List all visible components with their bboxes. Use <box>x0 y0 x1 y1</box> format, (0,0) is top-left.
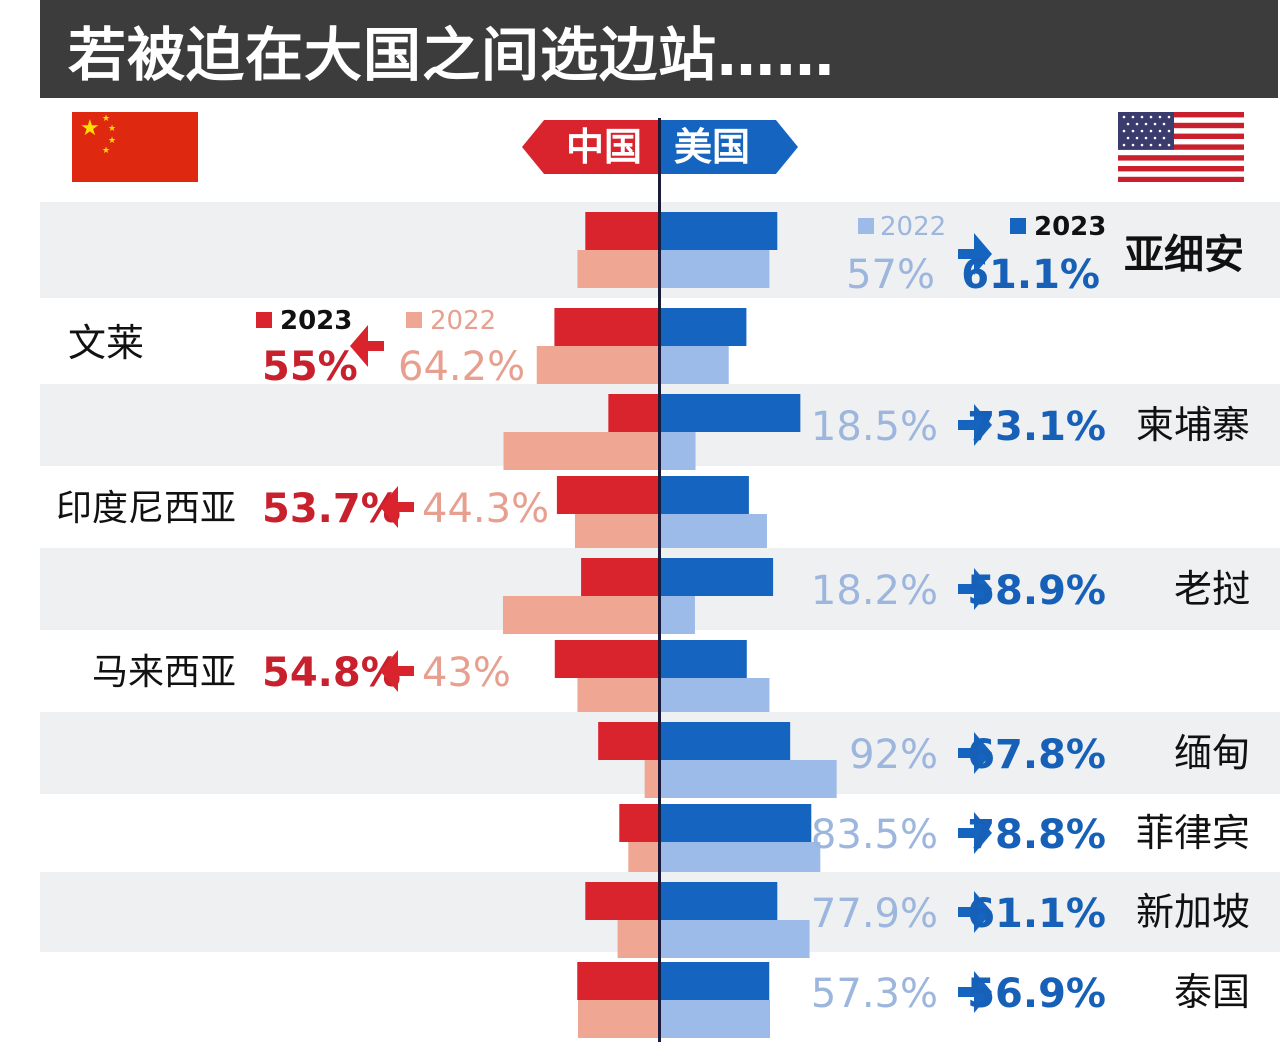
legend-label-2022: 2022 <box>880 212 946 242</box>
arrow-icon <box>380 486 414 528</box>
bar-usa-2022 <box>660 514 767 552</box>
country-label: 老挝 <box>1174 567 1250 611</box>
value-label-2022: 92% <box>849 732 938 778</box>
legend-swatch-2022 <box>858 218 874 234</box>
bar-china-2023 <box>598 722 660 760</box>
value-label-2022: 83.5% <box>811 812 938 858</box>
arrow-icon <box>350 325 384 367</box>
value-label-2022: 44.3% <box>422 486 549 532</box>
country-label: 新加坡 <box>1136 890 1250 934</box>
bar-usa-2023 <box>660 882 778 920</box>
value-label-2023: 78.8% <box>967 812 1106 858</box>
arrow-icon <box>958 732 992 774</box>
arrow-icon <box>380 650 414 692</box>
country-label: 印度尼西亚 <box>56 488 236 529</box>
country-label: 亚细安 <box>1124 232 1244 278</box>
bar-china-2023 <box>608 394 660 432</box>
legend-label-2022: 2022 <box>430 306 496 336</box>
bar-usa-2022 <box>660 250 770 288</box>
bar-china-2022 <box>578 1000 660 1038</box>
bar-china-2023 <box>554 640 660 678</box>
arrow-icon <box>958 404 992 446</box>
usa-badge-label: 美国 <box>674 125 751 169</box>
value-label-2022: 57.3% <box>811 971 938 1017</box>
usa-flag-icon <box>1118 112 1244 182</box>
country-label: 马来西亚 <box>92 652 236 693</box>
arrow-icon <box>958 812 992 854</box>
country-label: 菲律宾 <box>1136 811 1250 855</box>
bar-china-2023 <box>556 476 660 514</box>
legend-swatch-2023 <box>256 312 272 328</box>
bar-china-2022 <box>502 596 660 634</box>
legend-swatch-2023 <box>1010 218 1026 234</box>
usa-badge: 美国 <box>660 120 798 174</box>
value-label-2023: 58.9% <box>967 568 1106 614</box>
value-label-2023: 67.8% <box>967 732 1106 778</box>
bar-china-2022 <box>617 920 660 958</box>
value-label-2022: 18.2% <box>811 568 938 614</box>
bar-china-2023 <box>577 962 660 1000</box>
china-flag-icon: ★ ★ ★ ★ ★ <box>72 112 198 182</box>
bar-china-2023 <box>619 804 660 842</box>
legend-label-2023: 2023 <box>280 306 352 336</box>
legend-swatch-2022 <box>406 312 422 328</box>
bar-usa-2022 <box>660 920 810 958</box>
china-badge: 中国 <box>522 120 660 174</box>
bar-china-2022 <box>536 346 660 384</box>
bar-usa-2023 <box>660 308 747 346</box>
arrow-icon <box>958 891 992 933</box>
center-axis-line <box>658 118 661 1042</box>
bar-usa-2023 <box>660 558 774 596</box>
value-label-2023: 61.1% <box>967 891 1106 937</box>
bar-china-2023 <box>581 558 660 596</box>
value-label-2023: 61.1% <box>961 252 1100 298</box>
bar-usa-2023 <box>660 722 791 760</box>
value-label-2022: 64.2% <box>398 344 525 390</box>
bar-china-2022 <box>574 514 660 552</box>
arrow-icon <box>958 233 992 275</box>
value-label-2023: 53.7% <box>262 486 401 532</box>
bar-china-2023 <box>585 212 660 250</box>
bar-china-2023 <box>585 882 660 920</box>
bar-china-2022 <box>577 678 660 716</box>
bar-china-2022 <box>503 432 660 470</box>
bar-usa-2022 <box>660 432 696 470</box>
arrow-icon <box>958 568 992 610</box>
bar-china-2023 <box>554 308 660 346</box>
arrow-icon <box>958 971 992 1013</box>
value-label-2022: 43% <box>422 650 511 696</box>
bar-usa-2022 <box>660 760 837 798</box>
bar-usa-2023 <box>660 476 749 514</box>
title-bar: 若被迫在大国之间选边站…… <box>40 0 1278 98</box>
value-label-2023: 55% <box>262 344 358 390</box>
legend-label-2023: 2023 <box>1034 212 1106 242</box>
country-label: 泰国 <box>1174 970 1250 1014</box>
bar-usa-2022 <box>660 678 770 716</box>
bar-china-2022 <box>577 250 660 288</box>
bar-usa-2023 <box>660 394 801 432</box>
bar-usa-2022 <box>660 346 729 384</box>
country-label: 柬埔寨 <box>1136 403 1250 447</box>
china-badge-label: 中国 <box>565 125 642 169</box>
country-label: 缅甸 <box>1174 731 1250 775</box>
bar-usa-2023 <box>660 212 778 250</box>
bar-usa-2023 <box>660 640 747 678</box>
chart-title: 若被迫在大国之间选边站…… <box>68 21 836 89</box>
value-label-2022: 57% <box>846 252 935 298</box>
bar-usa-2023 <box>660 962 770 1000</box>
bar-usa-2023 <box>660 804 812 842</box>
bar-usa-2022 <box>660 1000 771 1038</box>
value-label-2022: 18.5% <box>811 404 938 450</box>
value-label-2023: 73.1% <box>967 404 1106 450</box>
country-label: 文莱 <box>68 321 144 365</box>
bar-china-2022 <box>644 760 660 798</box>
bar-usa-2022 <box>660 596 695 634</box>
value-label-2022: 77.9% <box>811 891 938 937</box>
value-label-2023: 54.8% <box>262 650 401 696</box>
value-label-2023: 56.9% <box>967 971 1106 1017</box>
